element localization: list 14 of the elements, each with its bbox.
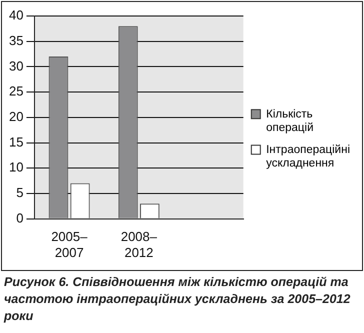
y-tick-label: 35 <box>8 32 24 48</box>
y-tick-label: 25 <box>8 84 24 99</box>
y-tick-label: 5 <box>16 185 24 200</box>
y-tick-label: 30 <box>8 58 24 74</box>
x-tick-label: 2008–2012 <box>120 229 158 260</box>
y-tick-label: 0 <box>16 210 24 226</box>
x-tick-label: 2005–2007 <box>51 229 88 260</box>
y-tick-label: 40 <box>8 8 24 23</box>
y-tick-label: 10 <box>8 160 24 175</box>
y-tick-label: 15 <box>8 134 24 150</box>
y-tick-label: 20 <box>8 108 24 124</box>
legend-label: Кількість операцій <box>266 108 314 134</box>
text: Рисунок 6. Співвідношення між кількістю операцій та частотою інтраопераційних ускладнень за 2005–2012 роки <box>4 274 352 325</box>
legend-label: Інтраопераційні ускладнення <box>266 144 350 170</box>
